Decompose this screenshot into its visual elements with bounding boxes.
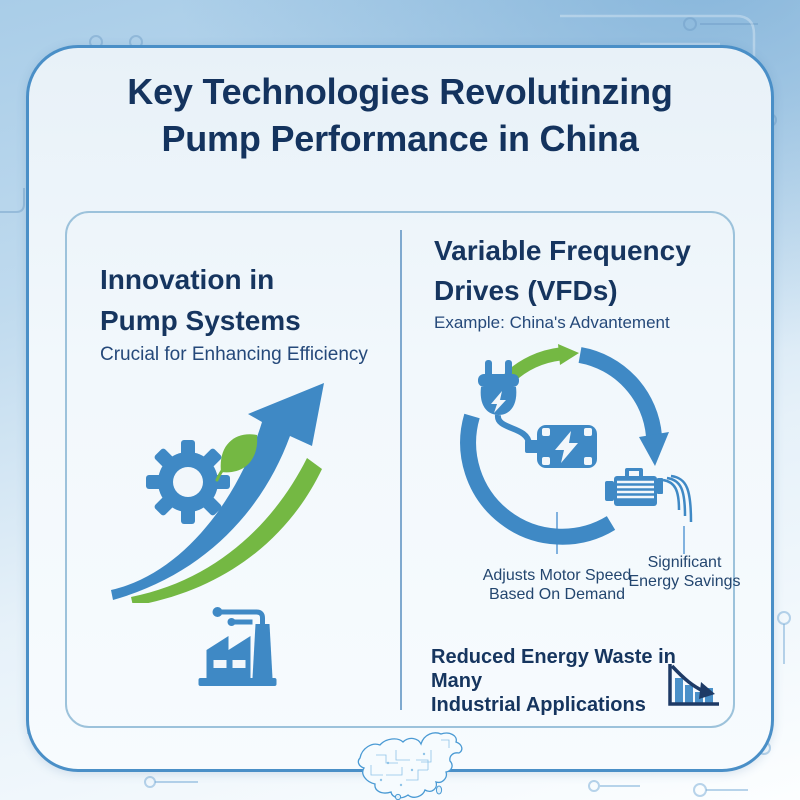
label-motor-line-1: Adjusts Motor Speed — [482, 567, 632, 584]
footer-line-1: Reduced Energy Waste in Many — [431, 646, 676, 692]
right-panel-subheading: Example: China's Advantement — [434, 313, 670, 332]
water-flow-lines — [662, 474, 693, 523]
label-savings-line-1: Significant — [647, 554, 722, 571]
left-heading-line-2: Pump Systems — [100, 305, 301, 336]
label-energy-savings: Significant Energy Savings — [612, 553, 757, 591]
taiwan-island — [435, 785, 443, 795]
declining-bar-chart-icon — [668, 664, 719, 706]
growth-arrow-icon — [111, 383, 324, 600]
footer-line-2: Industrial Applications — [431, 694, 646, 716]
page-title: Key Technologies Revolutinzing Pump Perf… — [26, 68, 774, 162]
green-swoosh-icon — [131, 458, 322, 603]
right-panel-heading: Variable Frequency Drives (VFDs) — [434, 231, 691, 311]
left-heading-line-1: Innovation in — [100, 264, 275, 295]
factory-icon — [198, 607, 277, 686]
vfd-controller-icon — [525, 425, 597, 468]
label-motor-speed: Adjusts Motor Speed Based On Demand — [472, 566, 642, 604]
right-heading-line-1: Variable Frequency — [434, 235, 691, 266]
content-panel — [65, 211, 735, 728]
label-motor-line-2: Based On Demand — [488, 586, 626, 603]
right-panel-footer: Reduced Energy Waste in Many Industrial … — [431, 645, 731, 717]
label-savings-line-2: Energy Savings — [628, 573, 741, 590]
panel-divider — [400, 230, 402, 710]
left-panel-heading: Innovation in Pump Systems — [100, 259, 301, 341]
pump-motor-icon — [605, 468, 693, 523]
leaf-icon — [220, 434, 258, 473]
title-line-2: Pump Performance in China — [161, 118, 639, 159]
right-heading-line-2: Drives (VFDs) — [434, 275, 618, 306]
hainan-island — [394, 793, 402, 800]
growth-arrow-graphic — [111, 383, 324, 603]
vfd-cycle-diagram — [460, 344, 693, 554]
left-panel-subheading: Crucial for Enhancing Efficiency — [100, 344, 368, 365]
title-line-1: Key Technologies Revolutinzing — [127, 71, 673, 112]
power-plug-icon — [478, 360, 532, 445]
leaf-stem — [215, 463, 228, 482]
gear-icon — [146, 440, 230, 524]
china-map-icon — [357, 732, 463, 800]
